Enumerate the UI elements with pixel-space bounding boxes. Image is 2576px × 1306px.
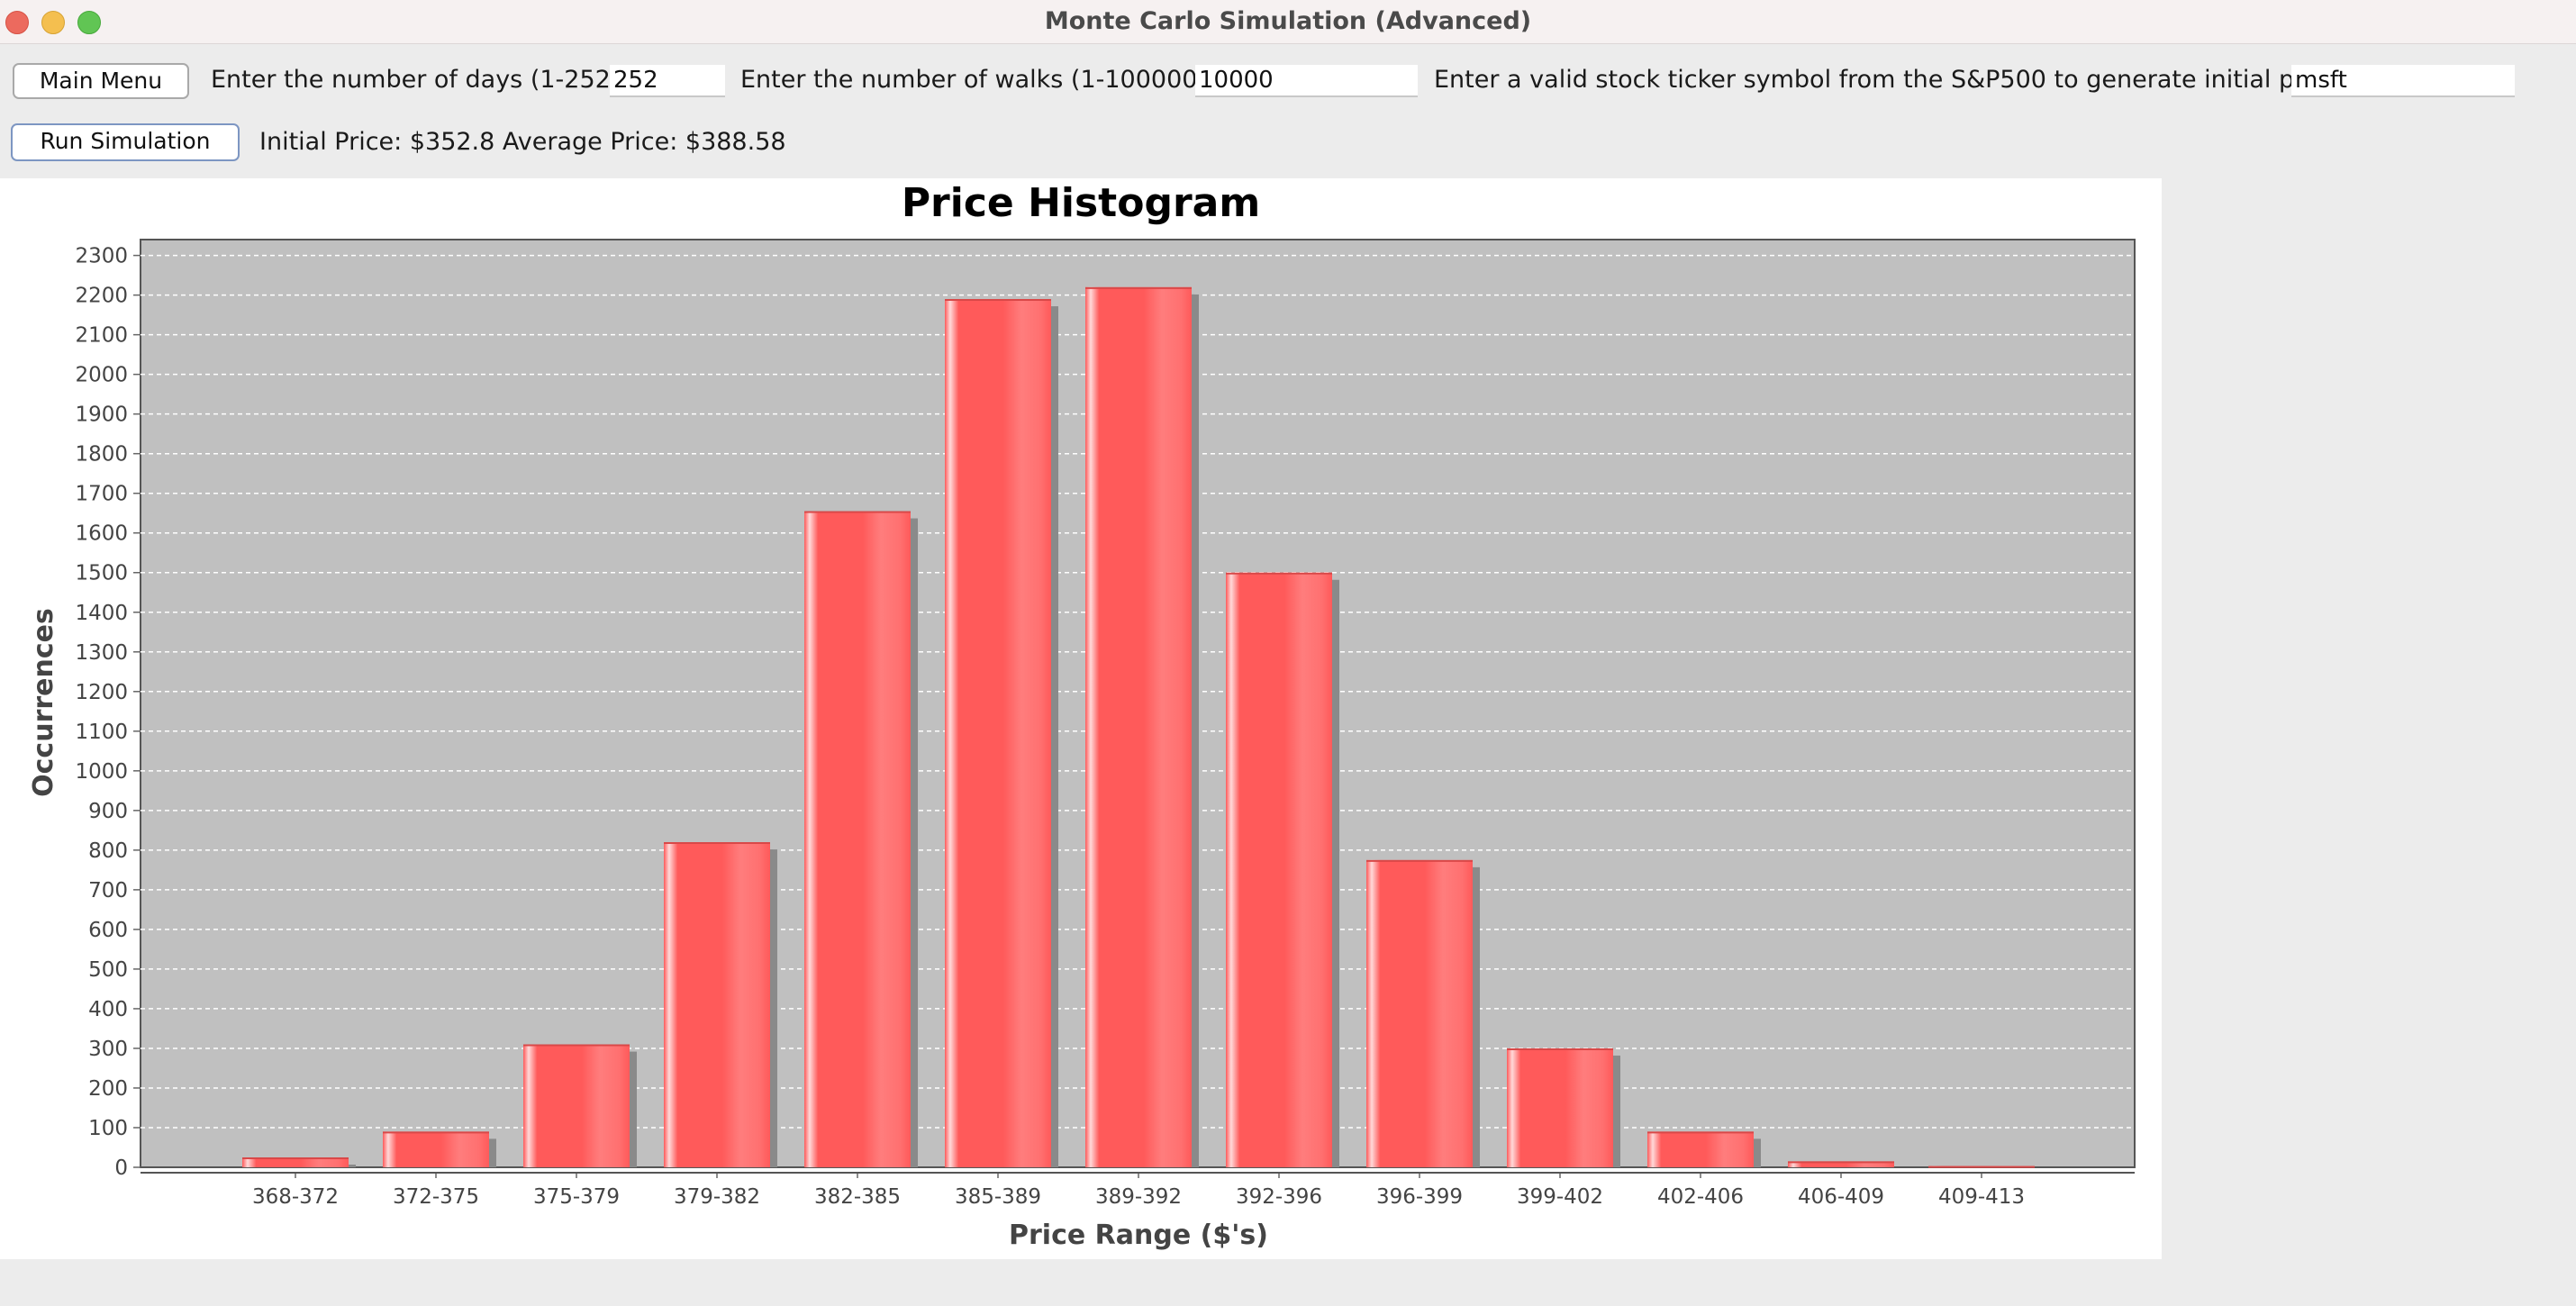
- histogram-bar: [523, 1044, 630, 1167]
- x-tick-label: 368-372: [252, 1185, 339, 1209]
- run-simulation-button[interactable]: Run Simulation: [11, 123, 240, 161]
- ticker-label: Enter a valid stock ticker symbol from t…: [1434, 66, 2348, 94]
- y-tick-label: 1500: [75, 562, 128, 585]
- histogram-bar: [1366, 859, 1473, 1167]
- x-tick-label: 402-406: [1657, 1185, 1744, 1209]
- close-window-button[interactable]: [5, 11, 29, 34]
- y-tick-label: 400: [88, 998, 128, 1021]
- price-histogram-chart: Price Histogram Occurrences Price Range …: [28, 180, 2136, 1251]
- y-tick-label: 2200: [75, 285, 128, 308]
- histogram-bar: [804, 511, 911, 1167]
- histogram-bar: [664, 842, 770, 1167]
- y-tick-label: 900: [88, 800, 128, 823]
- y-tick-label: 500: [88, 958, 128, 982]
- y-axis-label: Occurrences: [28, 608, 59, 797]
- window-title: Monte Carlo Simulation (Advanced): [1044, 7, 1532, 35]
- ticker-input[interactable]: [2291, 65, 2515, 97]
- walks-label: Enter the number of walks (1-100000):: [740, 66, 1216, 94]
- x-axis-label: Price Range ($'s): [1009, 1220, 1268, 1251]
- chart-title: Price Histogram: [902, 180, 1260, 226]
- x-tick-label: 396-399: [1376, 1185, 1463, 1209]
- y-tick-label: 1800: [75, 443, 128, 467]
- x-tick-label: 372-375: [393, 1185, 479, 1209]
- days-label: Enter the number of days (1-252):: [211, 66, 629, 94]
- x-tick-label: 382-385: [814, 1185, 901, 1209]
- maximize-window-button[interactable]: [77, 11, 101, 34]
- y-tick-label: 800: [88, 839, 128, 863]
- x-tick-label: 409-413: [1938, 1185, 2025, 1209]
- histogram-bar: [1507, 1048, 1613, 1167]
- walks-input[interactable]: [1195, 65, 1418, 97]
- x-tick-label: 379-382: [674, 1185, 760, 1209]
- histogram-bar: [1226, 572, 1332, 1167]
- y-tick-label: 300: [88, 1038, 128, 1061]
- histogram-bar: [1647, 1131, 1754, 1167]
- result-text: Initial Price: $352.8 Average Price: $38…: [259, 128, 786, 156]
- y-tick-label: 1400: [75, 602, 128, 625]
- y-tick-label: 600: [88, 919, 128, 942]
- y-tick-label: 0: [114, 1156, 128, 1180]
- histogram-bar: [1085, 286, 1192, 1167]
- y-tick-label: 100: [88, 1117, 128, 1140]
- x-tick-label: 392-396: [1236, 1185, 1322, 1209]
- histogram-bar: [1788, 1161, 1894, 1167]
- y-tick-label: 1100: [75, 721, 128, 744]
- x-tick-label: 385-389: [955, 1185, 1041, 1209]
- days-input[interactable]: [610, 65, 725, 97]
- y-tick-label: 2300: [75, 245, 128, 268]
- y-tick-label: 1000: [75, 760, 128, 784]
- y-tick-label: 2100: [75, 324, 128, 348]
- histogram-bar: [383, 1131, 489, 1167]
- y-tick-label: 1900: [75, 404, 128, 427]
- x-tick-label: 399-402: [1517, 1185, 1603, 1209]
- title-bar: Monte Carlo Simulation (Advanced): [0, 0, 2576, 44]
- y-tick-label: 200: [88, 1077, 128, 1101]
- y-tick-label: 1300: [75, 641, 128, 665]
- minimize-window-button[interactable]: [41, 11, 65, 34]
- x-tick-label: 389-392: [1095, 1185, 1182, 1209]
- main-menu-button[interactable]: Main Menu: [13, 63, 189, 99]
- y-tick-label: 700: [88, 879, 128, 902]
- chart-panel: Price Histogram Occurrences Price Range …: [0, 178, 2162, 1259]
- y-tick-label: 2000: [75, 364, 128, 387]
- y-tick-label: 1200: [75, 681, 128, 704]
- histogram-bar: [945, 299, 1051, 1167]
- y-tick-label: 1700: [75, 483, 128, 506]
- y-tick-label: 1600: [75, 522, 128, 546]
- x-tick-label: 406-409: [1798, 1185, 1884, 1209]
- x-tick-label: 375-379: [533, 1185, 620, 1209]
- histogram-bar: [242, 1156, 349, 1167]
